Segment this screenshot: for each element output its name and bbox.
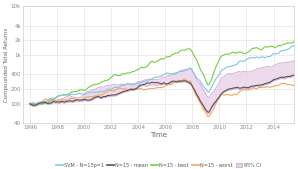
X-axis label: Time: Time bbox=[150, 132, 167, 138]
Y-axis label: Compounded Total Returns: Compounded Total Returns bbox=[4, 28, 9, 102]
Legend: SVM - N=15p=1, N=15 - mean, N=15 - best, N=15 - worst, 95% CI: SVM - N=15p=1, N=15 - mean, N=15 - best,… bbox=[54, 161, 263, 169]
